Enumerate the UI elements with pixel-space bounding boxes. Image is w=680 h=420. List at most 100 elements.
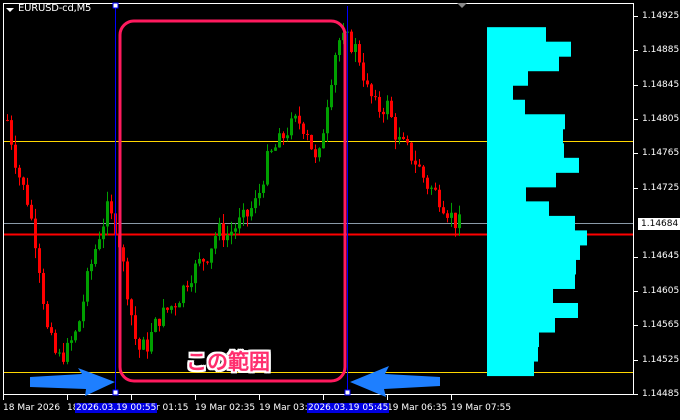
price-tick: 1.14485 bbox=[642, 389, 680, 399]
price-tick: 1.14565 bbox=[642, 320, 680, 330]
time-tick: 19 Mar 07:55 bbox=[451, 403, 512, 413]
volume-profile-bar bbox=[487, 143, 564, 159]
candle-body bbox=[338, 40, 341, 56]
vline-handle-top[interactable] bbox=[112, 2, 119, 9]
candle-body bbox=[374, 96, 377, 98]
candle-body bbox=[402, 136, 405, 140]
symbol-title: EURUSD-cd,M5 bbox=[18, 3, 92, 14]
candle-body bbox=[350, 31, 353, 52]
candle-body bbox=[206, 261, 209, 263]
candle-body bbox=[290, 118, 293, 136]
candle-body bbox=[366, 80, 369, 85]
candle-body bbox=[74, 331, 77, 341]
candle-body bbox=[382, 111, 385, 115]
crosshair-time-label: 2026.03.19 05:45 bbox=[307, 403, 390, 413]
range-annotation-label: この範囲 bbox=[186, 350, 270, 374]
candle-body bbox=[274, 147, 277, 151]
candle-body bbox=[446, 213, 449, 218]
candle-body bbox=[278, 133, 281, 148]
volume-profile-bar bbox=[487, 361, 534, 377]
candle-body bbox=[82, 301, 85, 322]
candle-body bbox=[218, 223, 221, 237]
volume-profile-bar bbox=[487, 157, 579, 173]
candle-body bbox=[90, 263, 93, 272]
arrow-left-icon bbox=[350, 366, 440, 397]
time-tick: 19 Mar 06:35 bbox=[387, 403, 448, 413]
candle-body bbox=[458, 214, 461, 229]
candle-body bbox=[66, 342, 69, 362]
volume-profile-bar bbox=[487, 332, 539, 348]
candle-body bbox=[334, 55, 337, 86]
candle-body bbox=[426, 177, 429, 189]
candle-body bbox=[378, 96, 381, 112]
shift-marker-icon[interactable] bbox=[457, 3, 467, 8]
candle-body bbox=[370, 84, 373, 97]
candle-body bbox=[310, 134, 313, 150]
volume-profile-bar bbox=[487, 99, 525, 115]
highlight-range-box bbox=[118, 19, 347, 383]
candle-body bbox=[226, 235, 229, 241]
candle-body bbox=[34, 218, 37, 249]
volume-profile-bar bbox=[487, 215, 575, 231]
price-tick: 1.14845 bbox=[642, 80, 680, 90]
candle-body bbox=[106, 201, 109, 227]
candle-body bbox=[162, 307, 165, 326]
price-tick: 1.14525 bbox=[642, 355, 680, 365]
candle-body bbox=[286, 135, 289, 139]
candle-body bbox=[406, 139, 409, 143]
candle-body bbox=[178, 303, 181, 308]
candle-body bbox=[158, 318, 161, 326]
candle-body bbox=[222, 223, 225, 241]
candle-body bbox=[306, 133, 309, 135]
candle-body bbox=[422, 166, 425, 178]
candle-body bbox=[294, 115, 297, 119]
candle-body bbox=[122, 247, 125, 262]
vline-handle-bottom-2[interactable] bbox=[344, 389, 351, 396]
candle-body bbox=[94, 249, 97, 264]
candle-body bbox=[46, 303, 49, 328]
candle-body bbox=[110, 201, 113, 214]
candle-body bbox=[10, 120, 13, 145]
volume-profile-bar bbox=[487, 172, 556, 188]
triangle-down-icon[interactable] bbox=[6, 8, 14, 12]
candle-body bbox=[138, 338, 141, 350]
volume-profile-bar bbox=[487, 186, 526, 202]
time-tick: 19 Mar 03:5 bbox=[259, 403, 314, 413]
candle-body bbox=[142, 339, 145, 350]
candle-body bbox=[254, 198, 257, 209]
volume-profile-bar bbox=[487, 56, 559, 72]
candle-body bbox=[146, 339, 149, 352]
candle-body bbox=[242, 209, 245, 218]
candle-body bbox=[198, 258, 201, 264]
candle-body bbox=[246, 209, 249, 217]
candle-body bbox=[302, 123, 305, 134]
candle-body bbox=[50, 327, 53, 333]
candle-body bbox=[438, 189, 441, 208]
candle-body bbox=[362, 62, 365, 81]
volume-profile-bar bbox=[487, 259, 576, 275]
candle-body bbox=[358, 44, 361, 63]
price-tick: 1.14605 bbox=[642, 286, 680, 296]
candle-body bbox=[418, 164, 421, 167]
volume-profile-bar bbox=[487, 201, 549, 217]
candle-body bbox=[298, 115, 301, 124]
candle-body bbox=[434, 187, 437, 190]
candle-body bbox=[98, 239, 101, 250]
candle-body bbox=[130, 299, 133, 316]
current-price-label: 1.14684 bbox=[638, 218, 680, 230]
candle-body bbox=[442, 207, 445, 214]
candle-body bbox=[234, 228, 237, 232]
candle-body bbox=[54, 332, 57, 353]
vline-handle-bottom[interactable] bbox=[112, 389, 119, 396]
candle-body bbox=[266, 151, 269, 185]
price-tick: 1.14925 bbox=[642, 11, 680, 21]
volume-profile-bar bbox=[487, 244, 580, 260]
candle-body bbox=[394, 116, 397, 140]
candle-body bbox=[318, 148, 321, 158]
crosshair-time-label: 2026.03.19 00:55 bbox=[75, 403, 158, 413]
candle-body bbox=[398, 136, 401, 140]
candle-body bbox=[386, 100, 389, 115]
candle-body bbox=[410, 142, 413, 161]
arrow-right-icon bbox=[30, 368, 115, 396]
